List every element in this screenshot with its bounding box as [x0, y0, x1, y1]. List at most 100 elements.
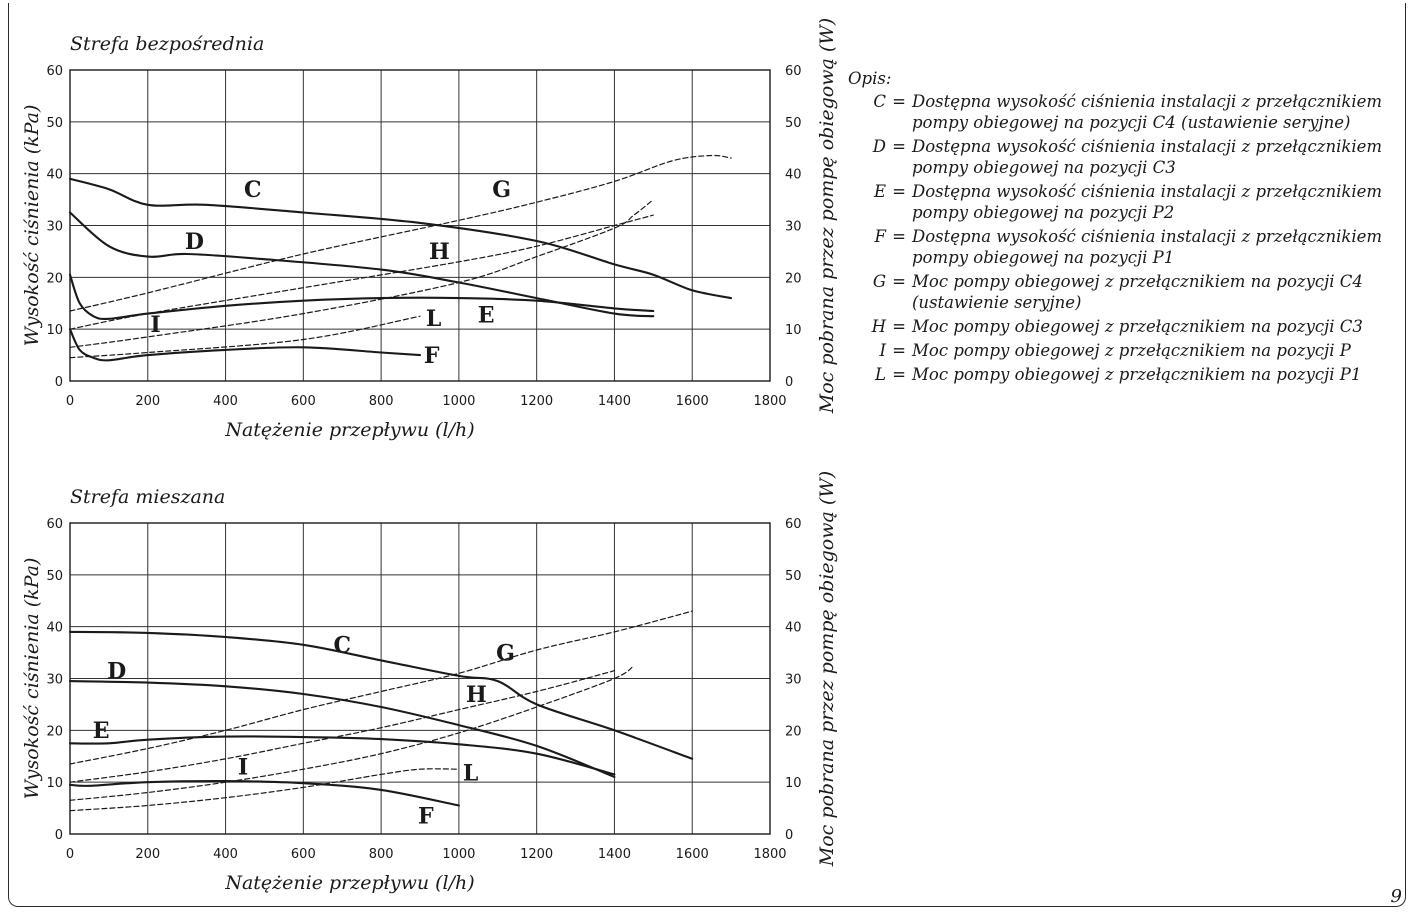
- y2-tick-label: 50: [785, 116, 802, 131]
- x-tick-label: 1600: [676, 394, 709, 409]
- legend-key: H: [871, 317, 886, 336]
- y-tick-label: 10: [46, 776, 63, 791]
- series-line-g: [69, 154, 732, 312]
- legend-key: C: [873, 92, 886, 111]
- legend-text: Moc pompy obiegowej z przełącznikiem na …: [912, 272, 1363, 312]
- legend-key: D: [872, 137, 886, 156]
- x-tick-label: 400: [213, 394, 238, 409]
- legend-key: G: [872, 272, 886, 291]
- y2-tick-label: 10: [785, 323, 802, 338]
- y-tick-label: 30: [46, 673, 63, 688]
- legend-text: Moc pompy obiegowej z przełącznikiem na …: [912, 341, 1351, 360]
- series-line-f: [68, 780, 460, 807]
- y-tick-label: 40: [46, 168, 63, 183]
- series-label-l: L: [426, 306, 441, 332]
- x-tick-label: 1200: [520, 847, 553, 862]
- page-number: 9: [1390, 886, 1402, 907]
- series-line-e: [68, 735, 616, 776]
- series-label-d: D: [185, 229, 204, 255]
- chart-title: Strefa bezpośrednia: [70, 33, 264, 55]
- chart-title: Strefa mieszana: [70, 486, 225, 508]
- legend-item-h: H = Moc pompy obiegowej z przełącznikiem n…: [848, 316, 1393, 337]
- y-tick-label: 40: [46, 621, 63, 636]
- y-tick-label: 50: [46, 569, 63, 584]
- y-tick-label: 0: [55, 828, 63, 843]
- series-label-f: F: [418, 804, 434, 830]
- x-axis-title: Natężenie przepływu (l/h): [224, 419, 474, 441]
- y2-tick-label: 50: [785, 569, 802, 584]
- legend-equals: =: [892, 182, 906, 201]
- y2-tick-label: 60: [785, 517, 802, 532]
- x-tick-label: 1800: [753, 394, 786, 409]
- series-label-c: C: [244, 177, 262, 203]
- x-tick-label: 1800: [753, 847, 786, 862]
- legend-text: Dostępna wysokość ciśnienia instalacji z…: [912, 227, 1383, 267]
- page-frame: [8, 3, 1406, 907]
- x-tick-label: 1400: [598, 394, 631, 409]
- series-line-d: [68, 680, 616, 779]
- series-label-f: F: [424, 343, 440, 369]
- y2-tick-label: 20: [785, 724, 802, 739]
- y2-tick-label: 20: [785, 271, 802, 286]
- plot-frame: [69, 522, 771, 835]
- x-tick-label: 1400: [598, 847, 631, 862]
- x-tick-label: 800: [369, 847, 394, 862]
- legend-text: Moc pompy obiegowej z przełącznikiem na …: [912, 317, 1363, 336]
- legend-item-d: D = Dostępna wysokość ciśnienia instalacji…: [848, 136, 1393, 178]
- legend-item-f: F = Dostępna wysokość ciśnienia instalacji…: [848, 226, 1393, 268]
- legend-key: E: [873, 182, 886, 201]
- series-label-e: E: [478, 302, 495, 328]
- x-tick-label: 1000: [442, 394, 475, 409]
- legend-equals: =: [892, 317, 906, 336]
- series-label-i: I: [238, 754, 248, 780]
- series-label-h: H: [466, 682, 487, 708]
- series-line-c: [68, 177, 733, 300]
- series-label-i: I: [150, 312, 160, 338]
- legend-item-e: E = Dostępna wysokość ciśnienia instalacji…: [848, 181, 1393, 223]
- legend-equals: =: [892, 272, 906, 291]
- y2-tick-label: 60: [785, 64, 802, 79]
- series-label-g: G: [492, 177, 511, 203]
- y-tick-label: 60: [46, 64, 63, 79]
- series-line-d: [68, 211, 655, 318]
- y-tick-label: 20: [46, 724, 63, 739]
- y-axis-title: Wysokość ciśnienia (kPa): [21, 558, 43, 800]
- y2-tick-label: 10: [785, 776, 802, 791]
- series-label-l: L: [463, 761, 478, 787]
- x-tick-label: 0: [66, 847, 74, 862]
- y2-tick-label: 0: [785, 828, 793, 843]
- y-tick-label: 60: [46, 517, 63, 532]
- y2-axis-title: Moc pobrana przez pompę obiegową (W): [816, 471, 838, 867]
- series-line-f: [68, 328, 422, 362]
- legend-text: Moc pompy obiegowej z przełącznikiem na …: [912, 365, 1362, 384]
- legend-text: Dostępna wysokość ciśnienia instalacji z…: [912, 182, 1383, 222]
- y2-tick-label: 0: [785, 375, 793, 390]
- legend-heading: Opis:: [848, 69, 892, 88]
- legend-key: F: [874, 227, 886, 246]
- series-line-g: [69, 610, 693, 765]
- series-label-g: G: [496, 640, 515, 666]
- series-label-e: E: [93, 718, 110, 744]
- x-tick-label: 800: [369, 394, 394, 409]
- x-tick-label: 200: [135, 394, 160, 409]
- y2-tick-label: 30: [785, 673, 802, 688]
- legend-item-l: L = Moc pompy obiegowej z przełącznikiem n…: [848, 364, 1393, 385]
- legend-text: Dostępna wysokość ciśnienia instalacji z…: [912, 92, 1383, 132]
- legend-equals: =: [892, 365, 906, 384]
- x-tick-label: 200: [135, 847, 160, 862]
- x-axis-title: Natężenie przepływu (l/h): [224, 872, 474, 894]
- x-tick-label: 0: [66, 394, 74, 409]
- x-tick-label: 600: [291, 847, 316, 862]
- legend-equals: =: [892, 341, 906, 360]
- legend-items: C = Dostępna wysokość ciśnienia instalacji…: [848, 91, 1393, 385]
- series-line-h: [69, 670, 615, 783]
- legend-item-c: C = Dostępna wysokość ciśnienia instalacji…: [848, 91, 1393, 133]
- plot-frame: [69, 69, 771, 382]
- series-label-c: C: [333, 633, 351, 659]
- series-line-e: [68, 273, 655, 320]
- series-line-c: [68, 630, 694, 760]
- legend-key: I: [879, 341, 886, 360]
- y-axis-title: Wysokość ciśnienia (kPa): [21, 105, 43, 347]
